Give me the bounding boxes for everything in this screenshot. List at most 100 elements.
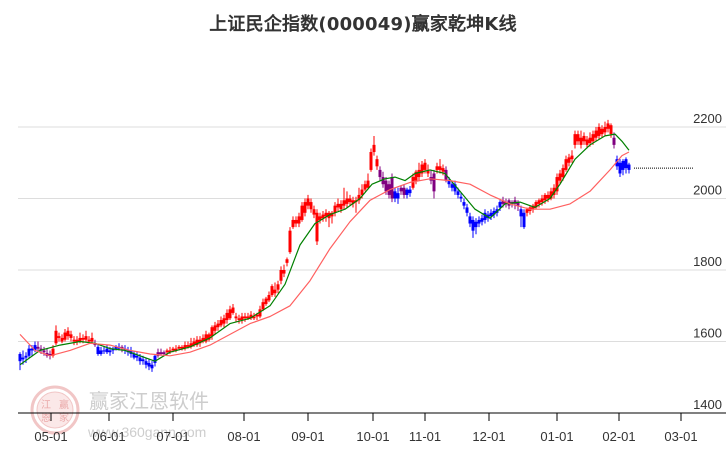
candle xyxy=(564,159,568,170)
candle xyxy=(420,164,424,174)
candle xyxy=(594,130,598,138)
candle xyxy=(588,137,592,144)
candle xyxy=(48,354,52,356)
candle xyxy=(180,346,184,349)
x-tick-label: 06-01 xyxy=(92,429,125,444)
candle xyxy=(183,345,187,349)
candle xyxy=(405,189,409,195)
candle xyxy=(543,194,547,201)
candle xyxy=(522,212,526,228)
candle xyxy=(147,362,151,367)
candle xyxy=(264,298,268,304)
candle xyxy=(342,200,346,206)
y-tick-label: 2200 xyxy=(693,111,722,126)
candle xyxy=(516,202,520,206)
candle xyxy=(618,162,622,174)
candle xyxy=(330,212,334,217)
candle xyxy=(210,327,214,337)
candle xyxy=(393,191,397,199)
seal-char: 江 xyxy=(41,399,51,411)
candle xyxy=(366,180,370,188)
candle xyxy=(60,337,64,342)
candle xyxy=(504,202,508,204)
candle xyxy=(90,337,94,342)
candle xyxy=(573,134,577,145)
candle xyxy=(453,184,457,192)
seal-logo-icon: 江 赢 恩 家 xyxy=(30,385,80,435)
candle xyxy=(447,180,451,185)
candle xyxy=(462,202,466,206)
candle xyxy=(456,191,460,195)
candle xyxy=(558,173,562,181)
seal-char: 赢 xyxy=(59,398,69,411)
candle xyxy=(480,218,484,222)
candle xyxy=(567,157,571,163)
candle xyxy=(135,355,139,358)
candle xyxy=(423,162,427,170)
seal-char: 恩 xyxy=(41,412,51,424)
candle xyxy=(96,346,100,355)
candle xyxy=(102,350,106,352)
candle xyxy=(381,177,385,185)
candle xyxy=(219,320,223,326)
candle xyxy=(72,339,76,342)
candle xyxy=(627,164,631,170)
watermark-brand: 赢家江恩软件 xyxy=(89,389,209,413)
candle xyxy=(426,169,430,174)
candle xyxy=(246,316,250,319)
candle xyxy=(213,325,217,331)
candle xyxy=(432,173,436,192)
y-axis: 1400 1600 1800 2000 2200 xyxy=(693,111,722,412)
candle xyxy=(384,180,388,192)
candle xyxy=(237,318,241,321)
candle xyxy=(69,334,73,338)
candle xyxy=(576,134,580,142)
candle xyxy=(192,341,196,346)
seal-char: 家 xyxy=(59,411,69,424)
candle xyxy=(315,212,319,242)
candle xyxy=(294,219,298,224)
candle xyxy=(270,286,274,296)
candle xyxy=(186,345,190,347)
candle xyxy=(216,323,220,328)
candle xyxy=(555,177,559,192)
candle xyxy=(546,194,550,199)
candle xyxy=(597,127,601,136)
candle xyxy=(249,314,253,319)
candle xyxy=(441,168,445,172)
candle xyxy=(54,330,58,344)
x-axis: 05-01 06-01 07-01 08-01 09-01 10-01 11-01 12-01… xyxy=(18,412,726,444)
candle xyxy=(156,352,160,356)
candle xyxy=(168,350,172,353)
candle xyxy=(336,203,340,208)
candle xyxy=(408,189,412,194)
candle xyxy=(537,200,541,204)
candle xyxy=(549,191,553,199)
candle xyxy=(591,134,595,142)
candle xyxy=(465,207,469,213)
candle xyxy=(399,187,403,192)
candle xyxy=(477,219,481,224)
candle xyxy=(51,348,55,356)
candle xyxy=(105,348,109,353)
moving-average-lines xyxy=(19,133,630,366)
candle xyxy=(369,152,373,170)
candle xyxy=(174,348,178,351)
candle xyxy=(612,137,616,145)
candle xyxy=(372,144,376,153)
candle xyxy=(309,202,313,210)
candle xyxy=(435,166,439,170)
candle xyxy=(363,184,367,190)
candle xyxy=(579,137,583,145)
candle xyxy=(279,270,283,281)
candle xyxy=(276,284,280,290)
candle xyxy=(63,332,67,340)
candle xyxy=(501,200,505,204)
x-tick-label: 10-01 xyxy=(356,429,389,444)
candle xyxy=(348,198,352,203)
candle xyxy=(438,166,442,170)
candle xyxy=(351,200,355,204)
candle xyxy=(339,203,343,210)
candle xyxy=(417,169,421,178)
candle xyxy=(258,309,262,317)
